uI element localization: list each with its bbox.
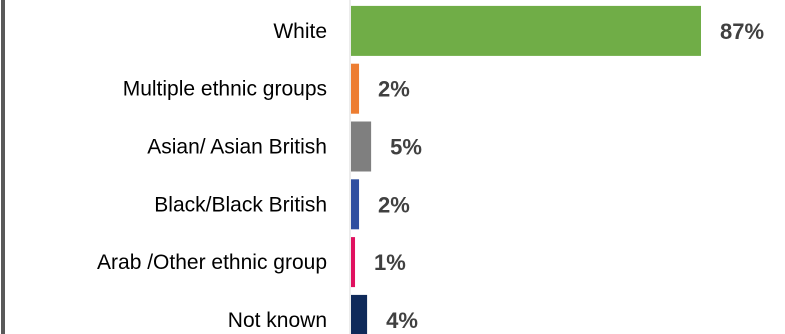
value-label: 4% [386,308,418,333]
category-label: Asian/ Asian British [147,136,327,159]
value-label: 5% [390,135,422,160]
bar [351,179,360,230]
bar [351,294,368,334]
category-label: White [273,20,327,43]
labels-layer: White 87% Multiple ethnic groups 2% Asian/ A… [97,19,764,333]
bar [351,63,360,114]
category-label: Not known [228,309,327,332]
value-label: 87% [720,19,764,44]
value-label: 2% [378,192,410,217]
value-label: 2% [378,77,410,102]
bar [351,121,372,172]
bar [351,5,701,56]
category-label: Multiple ethnic groups [123,78,327,101]
category-label: Black/Black British [154,193,327,216]
value-label: 1% [374,250,406,275]
bar [351,237,356,288]
bars-layer [351,5,701,334]
category-label: Arab /Other ethnic group [97,251,327,274]
left-border [1,0,5,334]
